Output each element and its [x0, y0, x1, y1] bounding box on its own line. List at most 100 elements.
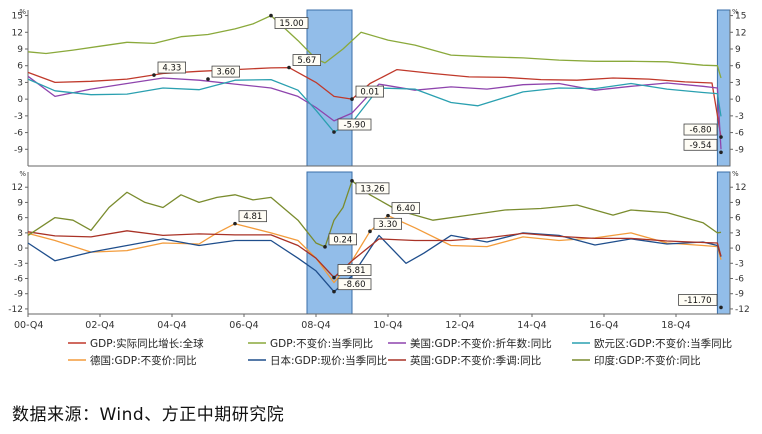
ytick-label-right: 12 [735, 183, 746, 193]
annotation-point-top-2 [269, 13, 273, 18]
annotation-point-top-0 [152, 73, 156, 77]
xtick-label: 18-Q4 [661, 320, 690, 331]
annotation-box-bottom-4 [328, 233, 358, 246]
ytick-label-right: -6 [735, 275, 744, 285]
annotation-box-bottom-7 [678, 294, 718, 306]
annotation-point-top-3 [287, 65, 291, 70]
xtick-label: 06-Q4 [229, 320, 258, 331]
annotation-label-bottom-4: 0.24 [333, 235, 352, 245]
series-line-bottom-2 [27, 230, 722, 279]
ytick-label-right: 0 [735, 244, 741, 254]
legend-label-row2-2: 英国:GDP:不变价:季调:同比 [410, 354, 541, 367]
series-line-top-3 [27, 78, 722, 133]
ytick-label-left: 3 [17, 78, 23, 88]
annotation-box-bottom-3 [373, 217, 403, 230]
ytick-label-left: 9 [17, 198, 23, 208]
ytick-label-left: 9 [17, 45, 23, 55]
annotation-label-top-1: 3.60 [216, 68, 235, 78]
annotation-label-bottom-7: -11.70 [684, 296, 711, 306]
annotation-point-bottom-7 [719, 305, 723, 310]
shaded-band-top-0 [306, 9, 353, 167]
annotation-point-bottom-0 [233, 221, 237, 226]
annotation-box-top-6 [683, 123, 718, 136]
annotation-box-top-3 [292, 54, 322, 66]
annotation-box-bottom-6 [337, 278, 372, 291]
xtick-label: 16-Q4 [589, 320, 618, 331]
series-line-top-2 [27, 75, 722, 150]
xtick-label: 12-Q4 [445, 320, 474, 331]
ytick-label-left: 0 [17, 244, 23, 254]
ytick-label-right: 6 [735, 214, 741, 224]
xtick-label: 14-Q4 [517, 320, 546, 331]
annotation-point-top-1 [206, 77, 210, 81]
annotation-point-top-6 [719, 135, 723, 139]
legend-label-row2-0: 德国:GDP:不变价:同比 [90, 354, 197, 367]
ytick-label-left: 6 [17, 62, 23, 72]
annotation-label-bottom-5: -5.81 [344, 266, 366, 276]
ytick-label-left: -3 [14, 259, 23, 269]
xtick-label: 02-Q4 [85, 320, 114, 331]
annotation-box-top-0 [157, 61, 187, 74]
annotation-label-bottom-1: 13.26 [360, 184, 384, 194]
ytick-label-right: -9 [735, 145, 744, 155]
ytick-label-right: -3 [735, 259, 744, 269]
unit-label-right-bottom: % [732, 170, 739, 178]
annotation-label-bottom-3: 3.30 [378, 220, 397, 230]
unit-label-left-top: % [19, 8, 26, 16]
annotation-label-bottom-0: 4.81 [243, 212, 262, 222]
xtick-label: 08-Q4 [301, 320, 330, 331]
ytick-label-right: 9 [735, 45, 741, 55]
xtick-label: 00-Q4 [14, 320, 43, 331]
annotation-label-top-3: 5.67 [297, 56, 316, 66]
ytick-label-right: -6 [735, 129, 744, 139]
ytick-label-left: -6 [14, 129, 23, 139]
xtick-label: 04-Q4 [157, 320, 186, 331]
ytick-label-left: -12 [8, 305, 23, 315]
annotation-box-bottom-1 [355, 182, 390, 195]
annotation-label-bottom-6: -8.60 [344, 280, 366, 290]
ytick-label-right: 3 [735, 229, 741, 239]
annotation-box-bottom-5 [337, 264, 372, 276]
annotation-label-top-7: -9.54 [690, 141, 712, 151]
annotation-label-bottom-2: 6.40 [396, 204, 415, 214]
annotation-point-bottom-1 [350, 179, 354, 183]
xtick-label: 10-Q4 [373, 320, 402, 331]
legend-label-row1-0: GDP:实际同比增长:全球 [90, 337, 204, 350]
unit-label-right-top: % [732, 8, 739, 16]
ytick-label-right: 6 [735, 62, 741, 72]
unit-label-left-bottom: % [19, 170, 26, 178]
ytick-label-right: -12 [735, 305, 750, 315]
series-line-bottom-0 [27, 214, 722, 284]
ytick-label-left: 15 [12, 12, 23, 22]
annotation-point-bottom-6 [332, 289, 336, 294]
legend-label-row2-3: 印度:GDP:不变价:同比 [594, 354, 701, 367]
ytick-label-left: 0 [17, 95, 23, 105]
legend-label-row2-1: 日本:GDP:现价:当季同比 [270, 354, 387, 367]
annotation-label-top-5: -5.90 [344, 121, 366, 131]
ytick-label-right: 0 [735, 95, 741, 105]
ytick-label-left: 3 [17, 229, 23, 239]
annotation-point-bottom-5 [332, 275, 336, 280]
ytick-label-left: 12 [12, 183, 23, 193]
annotation-label-top-2: 15.00 [279, 19, 303, 29]
legend: GDP:实际同比增长:全球 GDP:不变价:当季同比 美国:GDP:不变价:折年数:… [68, 337, 732, 367]
shaded-band-top-1 [716, 9, 731, 167]
annotation-label-top-6: -6.80 [690, 126, 712, 136]
data-source-note: 数据来源：Wind、方正中期研究院 [12, 405, 285, 425]
legend-label-row1-2: 美国:GDP:不变价:折年数:同比 [410, 337, 552, 350]
annotation-point-top-4 [350, 97, 354, 101]
annotation-box-top-5 [337, 118, 372, 131]
ytick-label-right: 15 [735, 12, 746, 22]
ytick-label-right: -3 [735, 112, 744, 122]
series-line-top-0 [27, 66, 722, 138]
annotation-box-top-1 [211, 65, 241, 78]
annotation-box-top-7 [683, 138, 718, 151]
ytick-label-left: 12 [12, 28, 23, 38]
annotation-box-bottom-0 [238, 210, 268, 223]
annotation-box-top-4 [355, 85, 385, 98]
annotation-box-top-2 [274, 17, 309, 29]
annotation-point-bottom-2 [386, 213, 390, 218]
ytick-label-left: -6 [14, 275, 23, 285]
